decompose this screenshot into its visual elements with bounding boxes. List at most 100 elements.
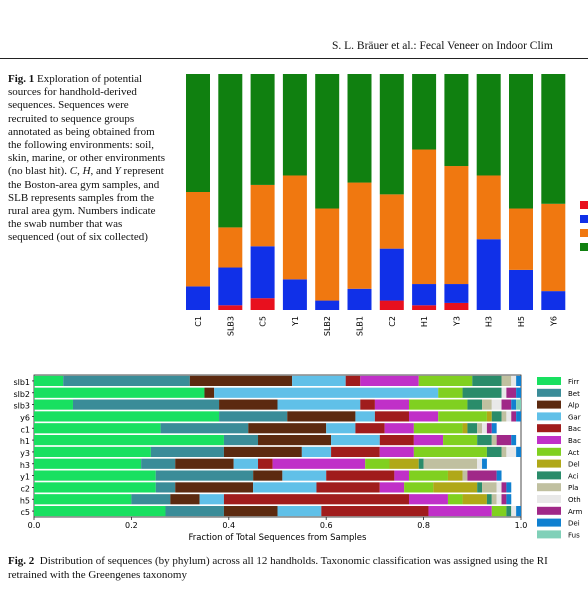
bar-segment-slb3-Bacteria_other [374, 399, 409, 410]
legend-label-Gammaproteobacteria: Gar [568, 413, 581, 421]
bar-segment-slb3-Other [491, 399, 502, 410]
figure2-caption-text: Distribution of sequences (by phylum) ac… [39, 555, 548, 567]
bar-segment-SLB2-orange [315, 208, 340, 301]
caption-h: H [82, 165, 91, 178]
bar-segment-c5-Deinococcus [516, 505, 521, 517]
bar-segment-h1-Bacteroidetes [223, 434, 259, 446]
bar-segment-h1-Armatimonadetes [496, 434, 512, 446]
bar-segment-c5-Betaproteobacteria [321, 505, 429, 517]
bar-segment-slb1-Firmicutes [34, 375, 64, 387]
legend-swatch-Other [537, 495, 561, 503]
bar-segment-SLB3-orange [218, 227, 243, 268]
bar-segment-h5-Planctomycetes [491, 494, 497, 505]
bar-segment-y6-Actinobacteria [438, 411, 487, 422]
bar-segment-y1-Gammaproteobacteria [282, 470, 327, 481]
legend-label-Armatimonadetes: Arm [568, 508, 583, 516]
bar-segment-slb1-Actinobacteria [418, 375, 473, 387]
tick-label-slb3: slb3 [13, 402, 30, 411]
bar-segment-C5-blue [250, 246, 275, 299]
bar-segment-h3-Firmicutes [34, 458, 142, 469]
bar-segment-C1-blue [186, 286, 210, 310]
bar-segment-y3-Bacteria_other [379, 446, 414, 458]
bar-segment-y3-Planctomycetes [501, 446, 507, 458]
legend-swatch-green [580, 243, 588, 251]
bar-segment-y3-Betaproteobacteria [331, 446, 380, 458]
bar-segment-slb2-Actinobacteria [438, 387, 463, 398]
bar-segment-c2-Deinococcus [506, 482, 512, 493]
bar-segment-slb3-Deinococcus [511, 399, 517, 410]
bar-segment-h5-Betaproteobacteria [223, 494, 409, 505]
figure2-caption: Fig. 2 Distribution of sequences (by phy… [8, 555, 588, 582]
bar-segment-h3-Acidobacteria [418, 458, 424, 469]
bar-segment-c2-Betaproteobacteria [316, 482, 380, 493]
bar-segment-c2-Gammaproteobacteria [253, 482, 317, 493]
bar-segment-h1-Alphaproteobacteria [258, 434, 332, 446]
bar-segment-slb3-Armatimonadetes [501, 399, 512, 410]
bar-segment-slb1-Betaproteobacteria [345, 375, 361, 387]
bar-segment-h1-Betaproteobacteria [379, 434, 414, 446]
bar-segment-H1-green [412, 74, 437, 150]
bar-segment-c1-Bacteria_other [384, 423, 414, 434]
bar-segment-y1-Deinococcus [496, 470, 502, 481]
bar-segment-h5-Armatimonadetes [501, 494, 507, 505]
legend-label-Actinobacteria: Act [568, 449, 580, 457]
legend-label-Bacteria_other: Bac [568, 437, 581, 445]
bar-segment-C5-red [250, 298, 275, 310]
legend-swatch-Acidobacteria [537, 471, 561, 480]
tick-label-H3: H3 [485, 316, 494, 327]
bar-segment-h3-Bacteroidetes [141, 458, 176, 469]
bar-segment-h5-Bacteroidetes [131, 494, 171, 505]
legend-swatch-Deinococcus [537, 518, 561, 527]
legend-label-Fusobacteria: Fus [568, 531, 580, 539]
bar-segment-h1-Firmicutes [34, 434, 224, 446]
bar-segment-c2-Planctomycetes [482, 482, 497, 493]
bar-segment-h5-Other [496, 494, 502, 505]
caption-c: C [69, 165, 78, 178]
bar-segment-slb3-Betaproteobacteria [360, 399, 375, 410]
bar-segment-SLB3-blue [218, 267, 243, 306]
bar-segment-h1-Bacteria_other [413, 434, 444, 446]
tick-label-slb2: slb2 [13, 390, 30, 399]
x-tick-label-0.2: 0.2 [125, 521, 138, 530]
bar-segment-Y1-blue [282, 279, 307, 310]
bar-segment-h3-Other [477, 458, 483, 469]
bar-segment-Y6-green [541, 74, 566, 204]
x-tick-label-0.6: 0.6 [320, 521, 333, 530]
bar-segment-C2-red [379, 300, 404, 310]
bar-segment-slb2-Alphaproteobacteria [204, 387, 215, 398]
legend-swatch-Bacteria_other [537, 436, 561, 444]
bar-segment-c5-Gammaproteobacteria [277, 505, 322, 517]
bar-segment-slb2-Armatimonadetes [506, 387, 517, 398]
bar-segment-y3-Firmicutes [34, 446, 151, 458]
bar-segment-c5-Other [511, 505, 517, 517]
tick-label-y3: y3 [20, 449, 30, 458]
bar-segment-c1-Other [482, 423, 487, 434]
bar-segment-y6-Alphaproteobacteria [287, 411, 356, 422]
legend-swatch-Fusobacteria [537, 530, 561, 539]
bar-segment-Y1-orange [282, 175, 307, 280]
bar-segment-slb1-Bacteroidetes [63, 375, 190, 387]
caption-y: Y [114, 165, 121, 178]
bar-segment-y3-Acidobacteria [486, 446, 502, 458]
bar-segment-c2-Firmicutes [34, 482, 156, 493]
tick-label-c5: c5 [21, 508, 31, 517]
figure2-label: Fig. 2 [8, 555, 35, 567]
bar-segment-H3-blue [476, 239, 501, 310]
bar-segment-c1-Actinobacteria [413, 423, 463, 434]
figure2-caption-line1: Fig. 2 Distribution of sequences (by phy… [8, 555, 588, 569]
bar-segment-slb2-Gammaproteobacteria [214, 387, 439, 398]
bar-segment-c1-Planctomycetes [477, 423, 483, 434]
legend-swatch-orange [580, 229, 588, 237]
tick-label-SLB2: SLB2 [323, 316, 332, 336]
bar-segment-H5-orange [509, 208, 533, 270]
legend-swatch-Betaproteobacteria [537, 424, 561, 433]
bar-segment-c2-Bacteroidetes [155, 482, 176, 493]
bar-segment-y3-Bacteroidetes [150, 446, 224, 458]
bar-segment-y3-Gammaproteobacteria [301, 446, 332, 458]
bar-segment-slb2-Firmicutes [34, 387, 205, 398]
bar-segment-C5-orange [250, 184, 275, 247]
bar-segment-SLB3-green [218, 74, 243, 228]
bar-segment-y3-Deinococcus [516, 446, 521, 458]
tick-label-y1: y1 [20, 473, 30, 482]
caption-sep1: , [77, 165, 83, 178]
